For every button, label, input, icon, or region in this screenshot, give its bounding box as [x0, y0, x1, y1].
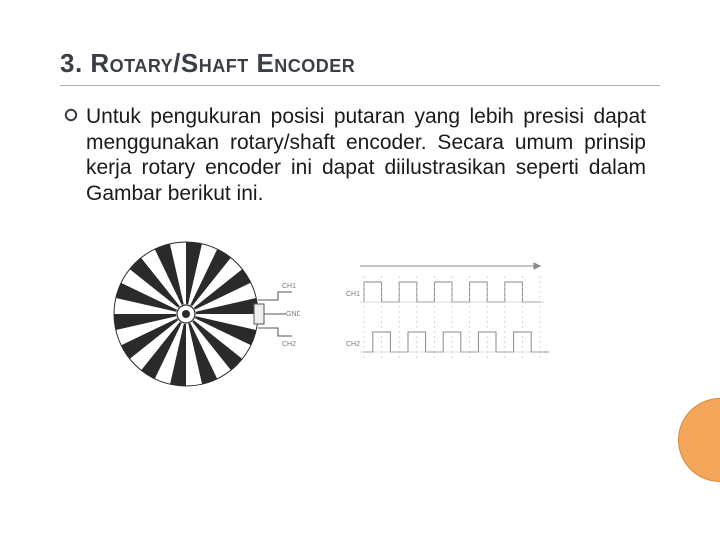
- svg-text:CH1: CH1: [282, 283, 296, 290]
- title-underline: [60, 85, 660, 86]
- timing-diagram-figure: CH1 CH2: [340, 254, 560, 374]
- corner-accent-circle: [678, 398, 720, 482]
- slide: 3. Rotary/Shaft Encoder Untuk pengukuran…: [0, 0, 720, 540]
- encoder-disc-figure: CH1 CH2 GND: [100, 234, 300, 394]
- slide-title: 3. Rotary/Shaft Encoder: [60, 48, 660, 79]
- body-paragraph: Untuk pengukuran posisi putaran yang leb…: [86, 104, 646, 206]
- svg-text:CH2: CH2: [282, 341, 296, 348]
- body-paragraph-row: Untuk pengukuran posisi putaran yang leb…: [60, 104, 660, 206]
- svg-text:GND: GND: [286, 311, 300, 318]
- figure-area: CH1 CH2 GND CH1 CH2: [60, 234, 660, 394]
- svg-text:CH1: CH1: [346, 291, 360, 298]
- svg-text:CH2: CH2: [346, 341, 360, 348]
- bullet-icon: [64, 108, 78, 122]
